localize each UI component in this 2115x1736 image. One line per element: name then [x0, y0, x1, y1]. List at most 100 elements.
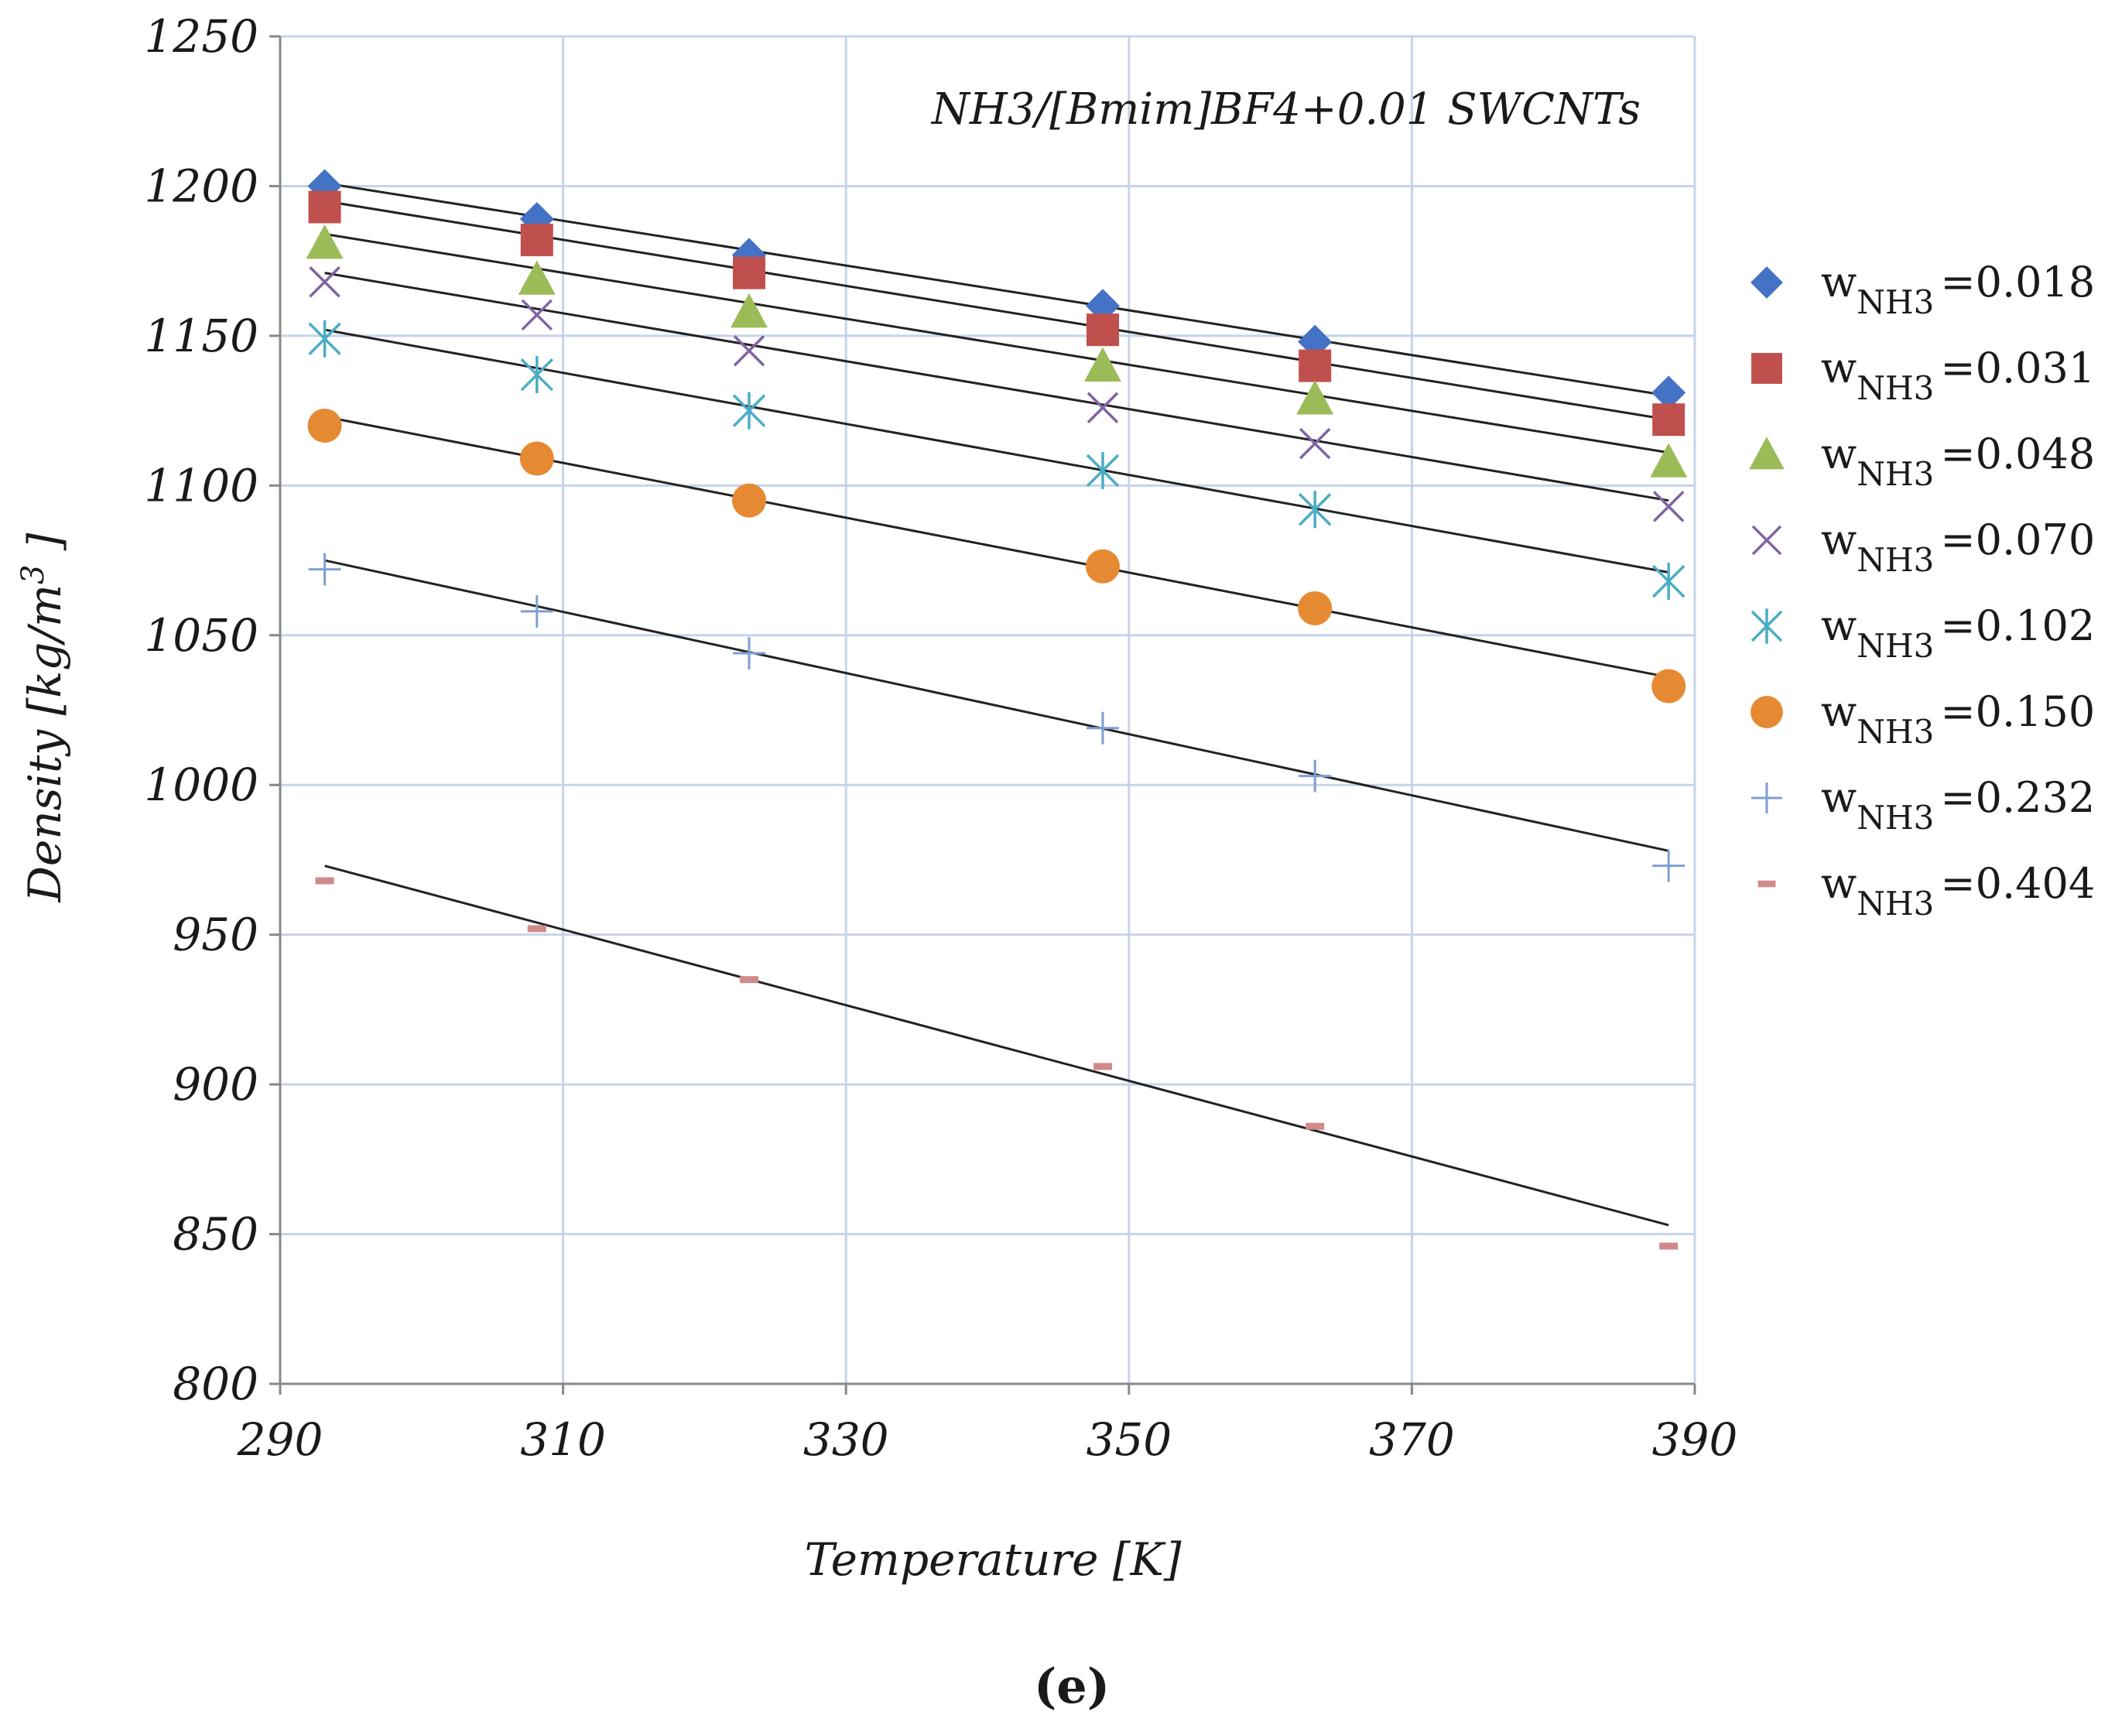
- data-point-series-5: [1086, 451, 1120, 489]
- y-tick-label: 1200: [144, 159, 258, 212]
- data-point-series-8: [1659, 1242, 1679, 1250]
- legend-item: wNH3 =0.070: [1751, 515, 2095, 579]
- tick-labels: 800 850 900 950 1000 1050 1100 1150 1200 1250 290 3…: [144, 10, 1737, 1466]
- data-point-series-7: [1086, 711, 1119, 745]
- data-point-series-7: [1652, 849, 1685, 882]
- data-point-series-6: [519, 441, 554, 476]
- data-point-series-4: [521, 299, 553, 331]
- y-tick-label: 900: [173, 1058, 258, 1111]
- data-point-series-2: [1299, 349, 1332, 382]
- data-point-series-6: [1651, 669, 1686, 704]
- y-tick-label: 850: [173, 1208, 258, 1261]
- y-tick-label: 1050: [144, 609, 258, 662]
- x-tick-label: 390: [1652, 1413, 1738, 1466]
- data-point-series-4: [1087, 392, 1119, 423]
- legend-marker: [1751, 782, 1782, 813]
- axes: [269, 35, 1696, 1395]
- legend-value: =0.232: [1940, 773, 2095, 822]
- y-tick-label: 800: [173, 1358, 258, 1410]
- data-point-series-5: [732, 392, 766, 430]
- legend-label: wNH3 =0.102: [1821, 601, 2095, 665]
- data-point-series-6: [307, 408, 342, 443]
- y-axis-title-main: Density [kg/m: [19, 584, 71, 902]
- x-tick-label: 350: [1086, 1413, 1172, 1466]
- legend-value: =0.018: [1940, 258, 2095, 306]
- legend-symbol: w: [1821, 773, 1857, 822]
- fit-line-series-3: [324, 232, 1669, 454]
- legend-item: wNH3 =0.031: [1751, 344, 2095, 407]
- data-point-series-8: [315, 877, 334, 885]
- fit-line-series-4: [324, 272, 1669, 502]
- y-tick-label: 1000: [144, 758, 258, 811]
- x-axis-title: Temperature [K]: [805, 1533, 1182, 1586]
- legend-marker: [1751, 525, 1782, 556]
- data-point-series-4: [309, 266, 341, 298]
- data-point-series-4: [1299, 427, 1331, 460]
- legend-subscript: NH3: [1857, 455, 1934, 493]
- data-point-series-6: [1298, 591, 1333, 625]
- x-tick-label: 290: [237, 1413, 323, 1466]
- legend-value: =0.404: [1940, 859, 2095, 908]
- data-point-series-5: [1651, 563, 1685, 601]
- legend-subscript: NH3: [1857, 627, 1934, 665]
- data-point-series-3: [518, 260, 556, 295]
- data-point-series-3: [1296, 380, 1334, 415]
- y-tick-label: 1100: [144, 459, 258, 512]
- data-point-series-2: [520, 224, 553, 257]
- data-point-series-8: [1306, 1122, 1325, 1130]
- legend-subscript: NH3: [1857, 713, 1934, 751]
- legend-value: =0.102: [1940, 601, 2095, 650]
- y-axis-title-sup: 3: [15, 565, 51, 584]
- data-point-series-7: [520, 594, 553, 628]
- y-tick-label: 1150: [144, 310, 258, 362]
- data-point-series-3: [306, 224, 344, 259]
- data-point-series-8: [739, 976, 758, 984]
- legend-item: wNH3 =0.404: [1757, 859, 2095, 923]
- data-point-series-5: [520, 356, 554, 394]
- legend-label: wNH3 =0.031: [1821, 344, 2095, 407]
- legend-label: wNH3 =0.150: [1821, 687, 2095, 751]
- figure-caption: (e): [1034, 1658, 1110, 1714]
- data-point-series-4: [733, 334, 765, 367]
- legend-label: wNH3 =0.232: [1821, 773, 2095, 837]
- data-points: [306, 169, 1688, 1250]
- data-point-series-2: [732, 256, 765, 289]
- y-axis-title: Density [kg/m3 ]: [15, 532, 71, 902]
- data-point-series-5: [1298, 491, 1332, 529]
- data-point-series-1: [307, 169, 342, 204]
- legend-item: wNH3 =0.150: [1751, 687, 2095, 751]
- legend-value: =0.150: [1940, 687, 2095, 736]
- legend-symbol: w: [1821, 601, 1857, 650]
- data-point-series-6: [1085, 549, 1120, 584]
- fit-line-series-7: [324, 559, 1669, 852]
- legend-subscript: NH3: [1857, 541, 1934, 579]
- legend-label: wNH3 =0.070: [1821, 515, 2095, 579]
- fit-line-series-8: [324, 865, 1669, 1227]
- data-point-series-7: [732, 636, 765, 669]
- grid: [280, 35, 1696, 1384]
- legend-item: wNH3 =0.048: [1749, 430, 2095, 493]
- data-point-series-4: [1652, 491, 1685, 522]
- legend-item: wNH3 =0.232: [1751, 773, 2095, 837]
- legend-value: =0.048: [1940, 430, 2095, 478]
- legend-symbol: w: [1821, 344, 1857, 392]
- legend-value: =0.070: [1940, 515, 2095, 564]
- x-tick-label: 330: [803, 1413, 889, 1466]
- legend-label: wNH3 =0.048: [1821, 430, 2095, 493]
- legend-value: =0.031: [1940, 344, 2095, 392]
- legend-symbol: w: [1821, 430, 1857, 478]
- legend-item: wNH3 =0.102: [1751, 601, 2095, 665]
- data-point-series-5: [308, 320, 341, 358]
- legend-subscript: NH3: [1857, 369, 1934, 407]
- legend-symbol: w: [1821, 859, 1857, 908]
- fit-line-series-5: [324, 328, 1669, 574]
- y-axis-title-end: ]: [19, 532, 71, 564]
- legend-label: wNH3 =0.404: [1821, 859, 2095, 923]
- data-point-series-2: [1652, 403, 1685, 437]
- y-tick-label: 1250: [144, 10, 258, 63]
- data-point-series-6: [731, 483, 766, 518]
- legend-label: wNH3 =0.018: [1821, 258, 2095, 321]
